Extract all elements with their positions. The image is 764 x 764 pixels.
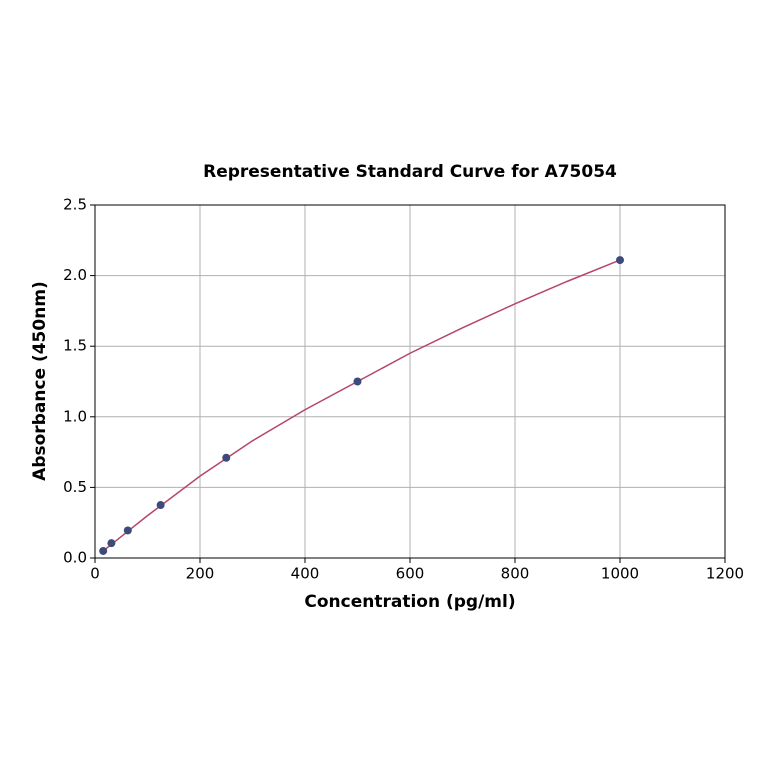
x-tick-label: 400: [291, 565, 320, 583]
plot-frame: [94, 204, 726, 559]
y-tick-label: 2.5: [63, 196, 87, 214]
x-axis-label: Concentration (pg/ml): [304, 592, 515, 612]
data-point: [99, 546, 108, 555]
x-tick-label: 600: [396, 565, 425, 583]
chart-title: Representative Standard Curve for A75054: [203, 162, 617, 182]
data-point: [616, 256, 624, 265]
data-point: [222, 453, 231, 462]
data-point: [107, 539, 116, 548]
y-tick-label: 1.0: [63, 407, 87, 425]
x-tick-label: 0: [90, 565, 100, 583]
x-tick-label: 200: [186, 565, 215, 583]
y-tick-label: 0.5: [63, 478, 87, 496]
x-tick-label: 1000: [601, 565, 639, 583]
fit-curve: [102, 259, 621, 552]
x-tick-label: 1200: [706, 565, 744, 583]
y-axis-label: Absorbance (450nm): [30, 281, 50, 481]
y-tick-label: 0.0: [63, 549, 87, 567]
x-tick-label: 800: [501, 565, 530, 583]
y-tick-label: 1.5: [63, 337, 87, 355]
data-point: [353, 377, 362, 386]
y-tick-label: 2.0: [63, 266, 87, 284]
data-point: [123, 526, 132, 535]
data-point: [156, 501, 165, 510]
